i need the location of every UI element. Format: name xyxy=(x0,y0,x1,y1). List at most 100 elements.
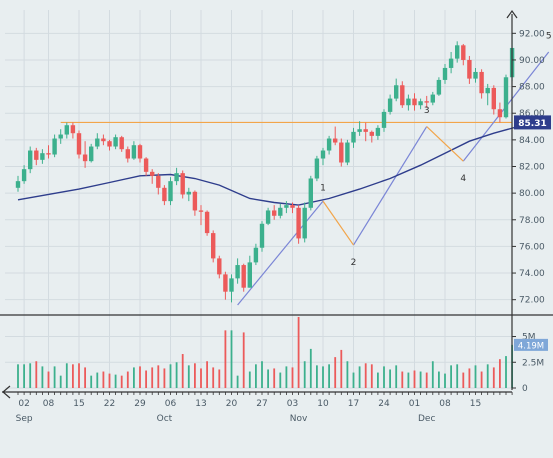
candle-body xyxy=(168,181,173,202)
volume-bar xyxy=(444,373,446,388)
candle-body xyxy=(473,71,478,79)
volume-bar xyxy=(41,366,44,388)
last-price-label: 85.31 xyxy=(518,119,546,129)
volume-tick-label: 2.5M xyxy=(522,358,544,368)
day-tick-label: 22 xyxy=(104,399,115,409)
candle-body xyxy=(455,45,460,59)
volume-bar xyxy=(468,368,471,388)
candle-body xyxy=(113,137,118,147)
candle-body xyxy=(461,45,466,60)
volume-bar xyxy=(224,330,227,388)
day-tick-label: 15 xyxy=(470,399,481,409)
volume-bar xyxy=(230,330,233,388)
volume-bar xyxy=(395,365,398,388)
volume-bar xyxy=(425,372,428,388)
volume-bar xyxy=(151,367,154,388)
candle-body xyxy=(198,210,204,212)
candle-body xyxy=(436,79,442,95)
volume-bar xyxy=(346,361,349,388)
candle-body xyxy=(381,111,387,128)
volume-bar xyxy=(212,367,215,388)
candle-body xyxy=(278,207,283,216)
candle-body xyxy=(217,258,222,275)
volume-bar xyxy=(316,365,318,388)
volume-bar xyxy=(35,361,38,388)
axis-arrow-up xyxy=(506,9,518,19)
candle-body xyxy=(247,262,252,288)
volume-bar xyxy=(456,364,459,388)
volume-tick-label: 5M xyxy=(522,333,536,343)
volume-bar xyxy=(145,370,147,388)
candles xyxy=(15,33,515,303)
day-tick-label: 01 xyxy=(409,399,420,409)
candle-body xyxy=(89,146,94,162)
wave-label-1: 1 xyxy=(320,183,326,193)
volume-bar xyxy=(59,375,62,388)
volume-bar xyxy=(340,349,343,388)
candle-body xyxy=(28,150,33,170)
candle-body xyxy=(95,138,100,147)
candle-body xyxy=(180,173,185,195)
candle-body xyxy=(52,138,57,155)
volume-bar xyxy=(17,364,19,388)
candle-body xyxy=(58,134,63,139)
wave-label-2: 2 xyxy=(351,258,357,268)
candle-body xyxy=(284,205,289,208)
volume-bar xyxy=(29,363,32,388)
volume-bar xyxy=(175,362,178,388)
candle-body xyxy=(162,187,167,202)
volume-bar xyxy=(480,371,483,388)
wave-label-4: 4 xyxy=(460,174,466,184)
volume-bar xyxy=(285,366,288,388)
candle-body xyxy=(400,85,405,106)
day-tick-label: 24 xyxy=(378,399,390,409)
candle-body xyxy=(375,127,381,136)
candle-body xyxy=(40,153,45,160)
day-tick-label: 15 xyxy=(73,399,84,409)
volume-bar xyxy=(181,354,184,388)
candle-body xyxy=(70,125,76,134)
candle-body xyxy=(259,223,265,248)
month-tick-label: Nov xyxy=(290,414,308,424)
volume-bar xyxy=(486,364,489,388)
price-tick-label: 78.00 xyxy=(519,216,545,226)
volume-bar xyxy=(505,356,507,388)
candle-body xyxy=(351,131,356,143)
volume-bar xyxy=(255,364,257,388)
volume-bar xyxy=(78,363,80,388)
volume-bar xyxy=(248,371,251,388)
moving-average-line xyxy=(17,120,531,206)
volume-bar xyxy=(90,375,93,388)
candle-body xyxy=(46,153,51,155)
day-tick-label: 13 xyxy=(195,399,206,409)
volume-bar xyxy=(84,367,86,388)
candle-body xyxy=(223,274,228,292)
candle-body xyxy=(235,265,240,279)
day-tick-label: 06 xyxy=(165,399,177,409)
volume-bar xyxy=(163,368,166,388)
candle-body xyxy=(296,207,301,239)
candle-body xyxy=(101,138,106,142)
volume-bar xyxy=(322,366,324,388)
candle-body xyxy=(448,58,454,68)
candle-body xyxy=(174,173,179,182)
volume-bar xyxy=(383,366,385,388)
volume-bar xyxy=(108,373,111,388)
volume-bar xyxy=(200,368,202,388)
candle-body xyxy=(369,131,374,136)
candle-body xyxy=(150,171,155,176)
day-tick-label: 27 xyxy=(256,399,267,409)
volume-bar xyxy=(389,369,391,388)
last-volume-badge xyxy=(514,338,548,351)
candle-body xyxy=(272,210,277,216)
candle-body xyxy=(253,247,259,263)
candle-body xyxy=(326,138,332,151)
volume-bar xyxy=(126,371,129,388)
volume-bar xyxy=(407,372,410,388)
volume-bar xyxy=(291,367,294,388)
volume-bar xyxy=(96,372,99,388)
axis-arrow-left xyxy=(2,385,11,399)
day-tick-label: 02 xyxy=(18,399,29,409)
candle-body xyxy=(290,205,295,208)
